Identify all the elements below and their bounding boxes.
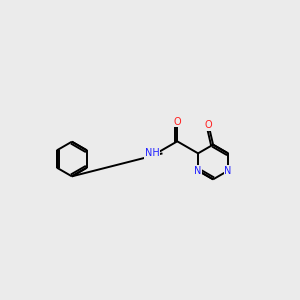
Text: N: N [224,166,232,176]
Text: NH: NH [145,148,159,158]
Text: O: O [205,120,212,130]
Text: N: N [194,166,202,176]
Text: O: O [173,117,181,127]
